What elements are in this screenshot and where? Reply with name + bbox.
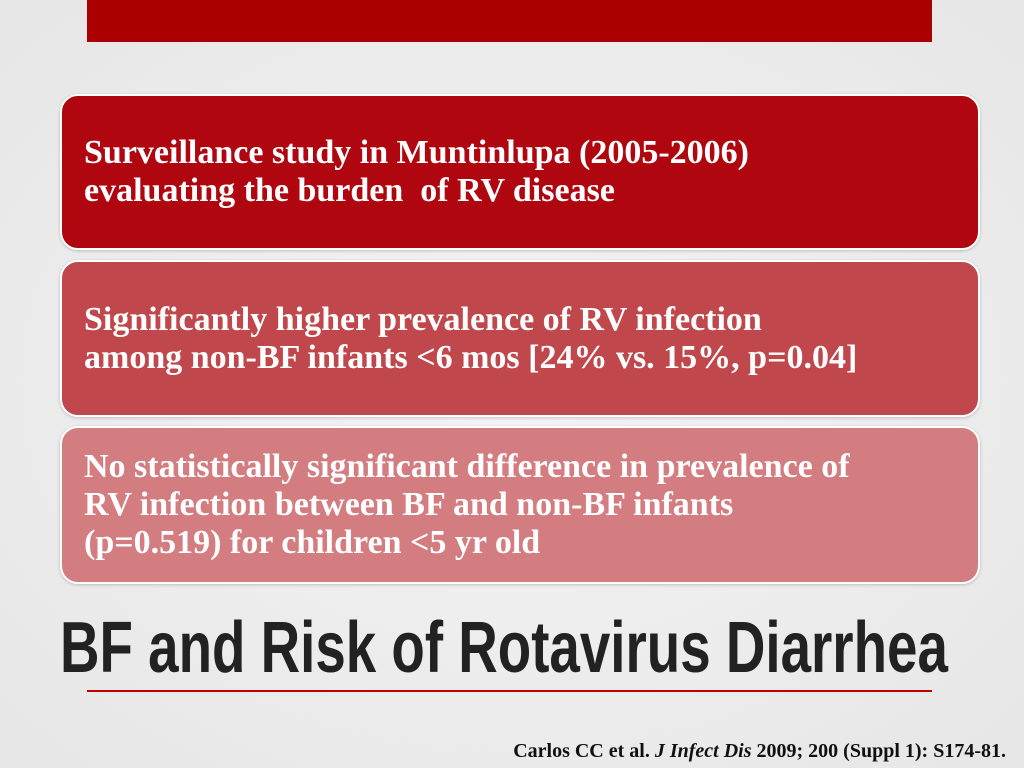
info-box: Significantly higher prevalence of RV in…: [60, 260, 980, 417]
info-box: Surveillance study in Muntinlupa (2005-2…: [60, 94, 980, 250]
slide-title: BF and Risk of Rotavirus Diarrhea: [60, 608, 948, 688]
box-text: evaluating the burden of RV disease: [84, 172, 615, 209]
title-rule: [87, 690, 932, 692]
top-bar: [87, 0, 932, 42]
box-text: among non-BF infants <6 mos [24% vs. 15%…: [84, 338, 858, 376]
box-text: (p=0.519) for children <5 yr old: [84, 524, 541, 561]
info-box: No statistically significant difference …: [60, 426, 980, 584]
box-text: RV infection between BF and non-BF infan…: [84, 486, 734, 523]
box-text: Surveillance study in Muntinlupa (2005-2…: [84, 134, 749, 171]
citation: Carlos CC et al. J Infect Dis 2009; 200 …: [513, 740, 1006, 763]
citation-journal: J Infect Dis: [654, 740, 752, 762]
citation-details: 2009; 200 (Suppl 1): S174-81.: [756, 740, 1006, 762]
box-text: No statistically significant difference …: [84, 448, 850, 485]
citation-authors: Carlos CC et al.: [513, 740, 650, 762]
box-text: Significantly higher prevalence of RV in…: [84, 300, 762, 338]
